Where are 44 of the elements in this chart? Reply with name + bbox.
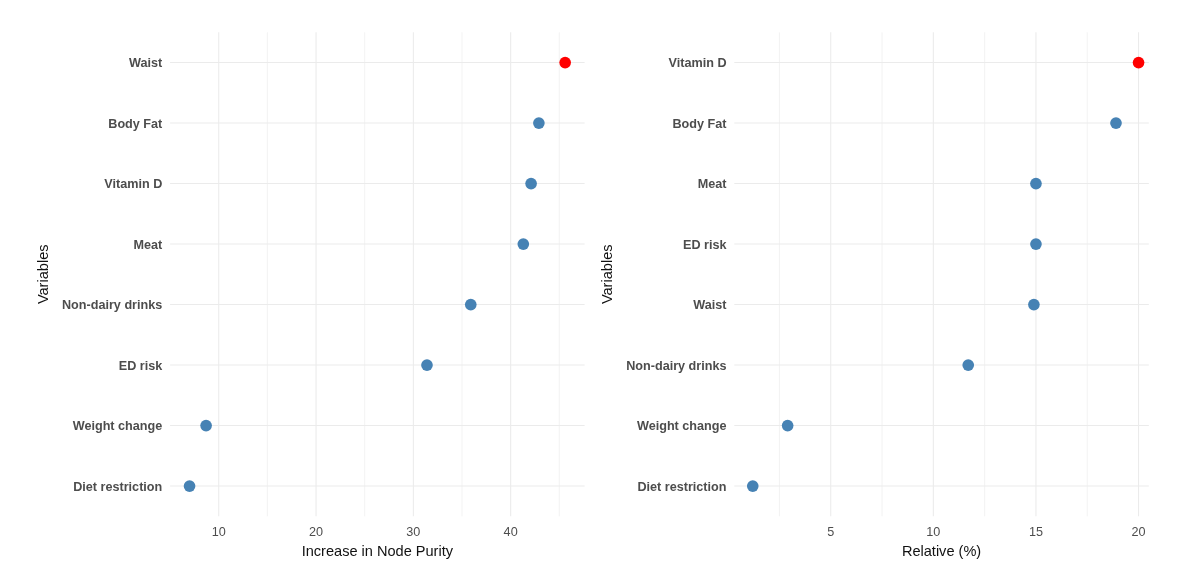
y-tick-label: Body Fat — [108, 116, 164, 131]
y-tick-label: Waist — [693, 298, 728, 313]
point — [421, 359, 433, 371]
y-tick-label: Non-dairy drinks — [626, 358, 727, 373]
point — [183, 480, 196, 492]
y-tick-label: Vitamin D — [104, 177, 163, 192]
x-tick-label: 30 — [406, 524, 421, 539]
x-tick-label: 15 — [1028, 524, 1043, 539]
y-tick-label: Diet restriction — [637, 479, 727, 494]
point — [1030, 177, 1042, 190]
point — [1030, 238, 1042, 250]
y-tick-label: Body Fat — [672, 116, 728, 131]
y-axis-title: Variables — [34, 244, 51, 305]
x-tick-label: 20 — [1131, 524, 1146, 539]
y-tick-label: ED risk — [683, 237, 728, 252]
point — [464, 298, 477, 311]
y-tick-label: Vitamin D — [668, 56, 727, 71]
x-tick-label: 10 — [926, 524, 941, 539]
y-tick-label: Waist — [129, 56, 164, 71]
point — [533, 117, 545, 129]
point — [525, 177, 537, 190]
point — [781, 419, 794, 432]
x-tick-label: 10 — [211, 524, 226, 539]
point — [962, 359, 975, 371]
point — [200, 419, 212, 432]
y-tick-label: Non-dairy drinks — [61, 298, 163, 313]
y-tick-label: Diet restriction — [73, 479, 163, 494]
x-axis-title: Relative (%) — [901, 543, 982, 560]
x-tick-label: 40 — [503, 524, 518, 539]
point — [746, 480, 759, 492]
y-tick-label: ED risk — [118, 358, 164, 373]
point — [517, 238, 530, 250]
y-tick-label: Meat — [697, 177, 728, 192]
point — [1132, 56, 1145, 69]
point — [559, 56, 571, 69]
x-axis-title: Increase in Node Purity — [301, 543, 454, 560]
y-axis-title: Variables — [598, 244, 615, 305]
x-tick-label: 20 — [309, 524, 324, 539]
x-tick-label: 5 — [827, 524, 835, 539]
y-tick-label: Weight change — [636, 419, 727, 434]
point — [1028, 298, 1040, 311]
point — [1110, 117, 1122, 129]
y-tick-label: Meat — [133, 237, 164, 252]
y-tick-label: Weight change — [72, 419, 163, 434]
